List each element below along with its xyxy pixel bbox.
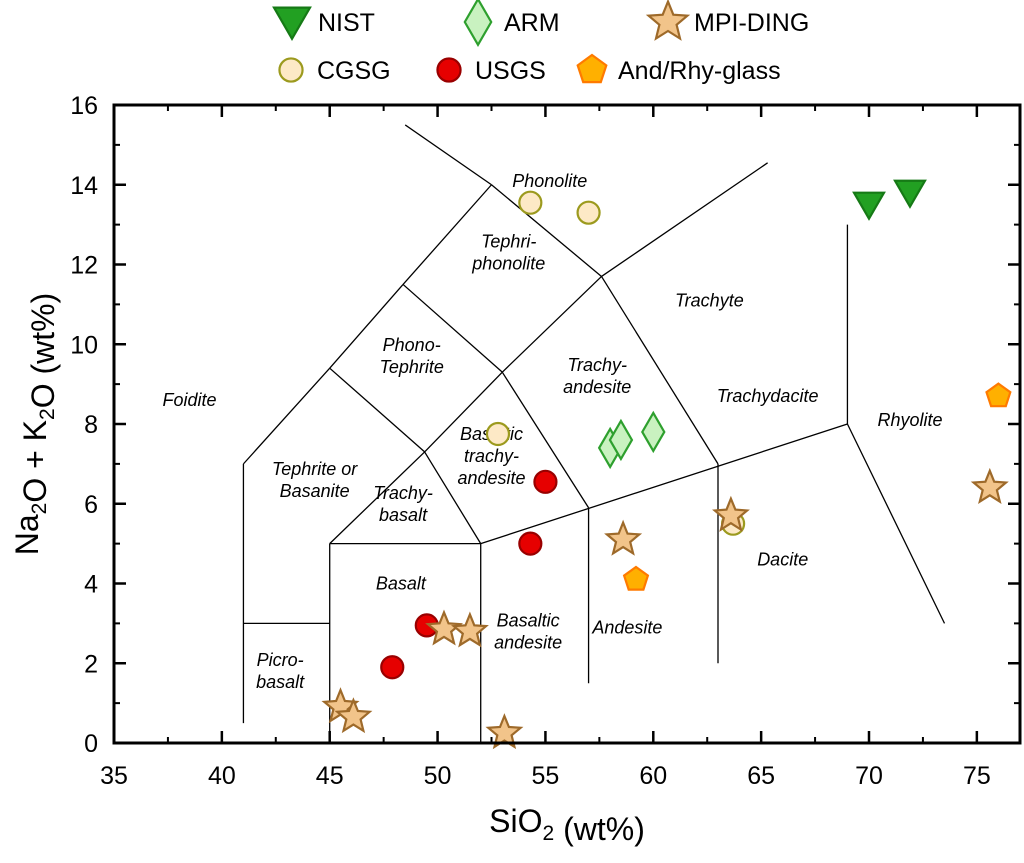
legend-label-cgsg: CGSG [317, 57, 391, 85]
field-label-trachyte: Trachyte [675, 290, 744, 310]
field-boundary-line [601, 162, 768, 277]
field-label-trachy-andesite: Trachy-andesite [563, 355, 631, 397]
x-tick-label: 65 [747, 762, 775, 790]
field-label-phono-tephrite: Phono-Tephrite [379, 335, 443, 377]
point-arm [641, 410, 666, 454]
field-boundary-line [846, 423, 946, 624]
legend-label-nist: NIST [318, 9, 375, 37]
x-tick-label: 40 [208, 762, 236, 790]
legend: NIST ARM MPI-DING CGSG USGS And/Rhy-glass [272, 0, 809, 85]
legend-marker-mpi-ding [645, 0, 691, 41]
field-boundary-line [424, 451, 482, 544]
field-boundary-line [402, 184, 492, 285]
field-boundaries [242, 124, 946, 743]
y-tick-label: 2 [84, 650, 98, 678]
field-label-basaltic-andesite: Basaltic andesite [494, 610, 562, 652]
field-label-trachydacite: Trachydacite [717, 386, 819, 406]
legend-marker-nist [272, 6, 312, 42]
field-boundary-line [600, 276, 719, 465]
field-label-tephrite-or-basanite: Tephrite or Basanite [272, 459, 358, 501]
data-points [321, 179, 1012, 750]
x-tick-label: 75 [963, 762, 991, 790]
field-boundary-line [402, 283, 503, 373]
field-label-trachy-basalt: Trachy-basalt [373, 483, 433, 525]
point-mpi-ding [485, 713, 524, 750]
legend-label-arm: ARM [504, 9, 560, 37]
field-label-rhyolite: Rhyolite [877, 410, 942, 430]
field-boundary-line [329, 367, 426, 453]
field-boundary-line [480, 423, 848, 545]
axes: 35 40 45 50 55 60 65 70 75 0 2 4 6 8 10 12 14 16 SiO2 (wt%… [9, 92, 1020, 847]
legend-label-usgs: USGS [475, 57, 546, 85]
point-mpi-ding [425, 609, 463, 646]
y-tick-label: 12 [70, 252, 98, 280]
y-tick-label: 0 [84, 730, 98, 758]
field-boundary-line [501, 371, 590, 509]
point-and-rhy-glass [985, 382, 1012, 408]
y-tick-label: 6 [84, 491, 98, 519]
point-cgsg [485, 421, 511, 447]
point-nist [852, 191, 886, 221]
field-label-basalt: Basalt [376, 574, 427, 594]
field-label-tephri-phonolite: Tephri-phonolite [471, 232, 545, 274]
field-labels: Foidite Phonolite Tephri-phonolite Trachyte… [162, 171, 942, 692]
x-tick-label: 70 [855, 762, 883, 790]
point-mpi-ding [604, 519, 643, 556]
x-tick-label: 55 [532, 762, 560, 790]
legend-marker-arm [463, 0, 493, 47]
legend-marker-cgsg [278, 57, 304, 83]
point-usgs [518, 531, 543, 556]
point-usgs [533, 469, 558, 494]
field-label-picro-basalt: Picro-basalt [256, 650, 305, 692]
y-tick-label: 14 [70, 172, 98, 200]
legend-label-mpi-ding: MPI-DING [694, 9, 809, 37]
point-nist [893, 179, 927, 209]
legend-label-and-rhy-glass: And/Rhy-glass [618, 57, 781, 85]
y-tick-label: 10 [70, 331, 98, 359]
field-label-andesite: Andesite [591, 617, 662, 637]
field-boundary-line [501, 275, 602, 373]
point-cgsg [576, 200, 601, 225]
point-mpi-ding [451, 611, 489, 648]
x-tick-label: 45 [316, 762, 344, 790]
point-arm [608, 418, 634, 462]
point-cgsg [518, 190, 543, 215]
point-usgs [380, 655, 405, 680]
y-tick-label: 4 [84, 571, 98, 599]
y-tick-label: 16 [70, 92, 98, 120]
x-tick-label: 60 [639, 762, 667, 790]
point-and-rhy-glass [622, 565, 650, 591]
point-mpi-ding [712, 495, 750, 532]
field-label-dacite: Dacite [757, 550, 808, 570]
y-axis-title: Na2O + K2O (wt%) [9, 293, 61, 556]
point-mpi-ding [334, 697, 373, 734]
y-tick-label: 8 [84, 411, 98, 439]
legend-marker-and-rhy-glass [576, 53, 608, 84]
field-boundary-line [242, 367, 331, 465]
field-label-phonolite: Phonolite [512, 171, 587, 191]
field-boundary-line [491, 184, 602, 277]
x-tick-label: 35 [100, 762, 128, 790]
field-label-foidite: Foidite [162, 390, 216, 410]
field-boundary-line [329, 284, 404, 369]
field-boundary-line [404, 124, 492, 186]
point-mpi-ding [970, 467, 1009, 504]
field-boundary-line [424, 371, 503, 453]
field-boundary-line [329, 451, 426, 545]
legend-marker-usgs [436, 57, 462, 83]
x-tick-label: 50 [424, 762, 452, 790]
x-axis-title: SiO2 (wt%) [489, 803, 645, 847]
